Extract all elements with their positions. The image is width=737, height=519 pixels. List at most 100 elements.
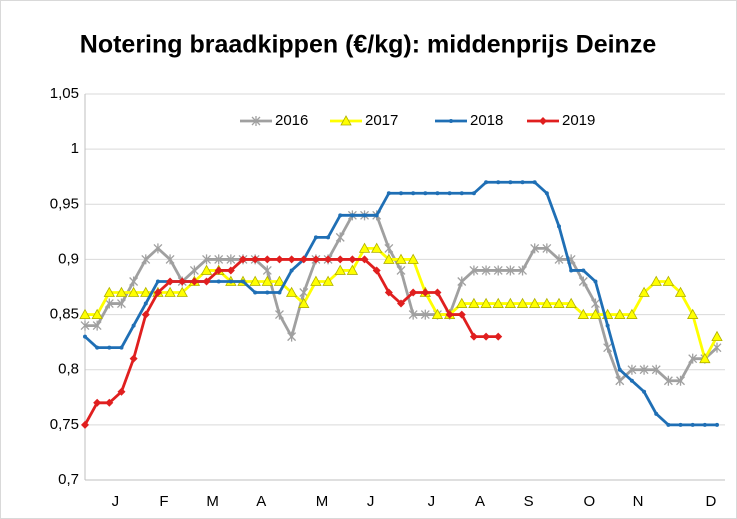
- marker: [662, 275, 675, 286]
- marker: [384, 243, 394, 254]
- marker: [275, 255, 284, 264]
- marker: [481, 265, 491, 276]
- marker: [129, 354, 138, 363]
- y-tick-label: 0,85: [50, 306, 79, 323]
- marker: [79, 308, 91, 319]
- marker: [654, 411, 659, 416]
- marker: [569, 268, 574, 273]
- marker: [289, 268, 294, 273]
- marker: [346, 264, 359, 275]
- marker: [505, 265, 515, 276]
- marker: [629, 378, 634, 383]
- marker: [492, 297, 504, 308]
- marker: [544, 191, 549, 196]
- x-tick-label: A: [475, 493, 485, 510]
- marker: [166, 277, 175, 286]
- x-tick-label: A: [256, 493, 266, 510]
- marker: [638, 286, 650, 297]
- marker: [395, 253, 407, 264]
- marker: [554, 254, 564, 265]
- marker: [433, 288, 442, 297]
- marker: [83, 334, 87, 339]
- marker: [518, 265, 527, 276]
- marker: [164, 286, 176, 297]
- legend-label: 2018: [470, 112, 503, 129]
- marker: [93, 398, 102, 407]
- marker: [80, 320, 90, 331]
- marker: [469, 265, 479, 276]
- marker: [275, 309, 284, 320]
- marker: [617, 367, 622, 372]
- marker: [310, 275, 322, 286]
- marker: [117, 387, 126, 396]
- marker: [471, 191, 476, 196]
- marker: [386, 191, 391, 196]
- marker: [383, 253, 395, 264]
- x-tick-label: N: [633, 493, 644, 510]
- marker: [468, 297, 480, 308]
- marker: [143, 301, 148, 306]
- marker: [688, 353, 698, 364]
- marker: [457, 276, 467, 287]
- x-tick-label: D: [706, 493, 717, 510]
- marker: [399, 191, 403, 196]
- marker: [326, 235, 331, 240]
- marker: [117, 298, 126, 309]
- marker: [651, 364, 661, 375]
- y-tick-label: 0,9: [58, 250, 79, 267]
- marker: [715, 422, 719, 427]
- marker: [603, 342, 613, 353]
- marker: [396, 265, 406, 276]
- marker: [239, 255, 247, 264]
- marker: [350, 213, 355, 218]
- marker: [263, 255, 272, 264]
- y-tick-label: 1: [71, 140, 79, 157]
- marker: [702, 422, 707, 427]
- marker: [589, 308, 602, 319]
- marker: [249, 275, 261, 286]
- marker: [322, 275, 334, 286]
- marker: [384, 288, 393, 297]
- marker: [374, 213, 379, 218]
- marker: [81, 420, 89, 429]
- marker: [409, 288, 418, 297]
- marker: [508, 180, 513, 185]
- marker: [115, 286, 128, 297]
- marker: [557, 224, 561, 229]
- marker: [360, 255, 369, 264]
- marker: [358, 242, 371, 253]
- marker: [299, 255, 308, 264]
- marker: [397, 299, 405, 308]
- marker: [287, 331, 297, 342]
- marker: [241, 279, 245, 284]
- x-tick-label: M: [206, 493, 219, 510]
- marker: [298, 297, 310, 308]
- x-tick-label: F: [159, 493, 168, 510]
- marker: [253, 290, 258, 295]
- marker: [104, 298, 114, 309]
- marker: [214, 254, 224, 265]
- marker: [541, 297, 553, 308]
- marker: [504, 297, 517, 308]
- marker: [449, 119, 453, 123]
- marker: [251, 116, 261, 126]
- marker: [103, 286, 115, 297]
- marker: [153, 243, 163, 254]
- marker: [105, 398, 114, 407]
- marker: [95, 345, 100, 350]
- marker: [141, 254, 151, 265]
- marker: [338, 213, 343, 218]
- marker: [265, 290, 270, 295]
- marker: [578, 276, 588, 287]
- marker: [216, 279, 221, 284]
- marker: [189, 265, 199, 276]
- marker: [459, 191, 464, 196]
- marker: [202, 277, 211, 286]
- marker: [529, 297, 541, 308]
- marker: [445, 310, 454, 319]
- marker: [129, 276, 139, 287]
- x-tick-label: J: [112, 493, 120, 510]
- marker: [666, 422, 671, 427]
- marker: [674, 286, 687, 297]
- marker: [214, 266, 223, 275]
